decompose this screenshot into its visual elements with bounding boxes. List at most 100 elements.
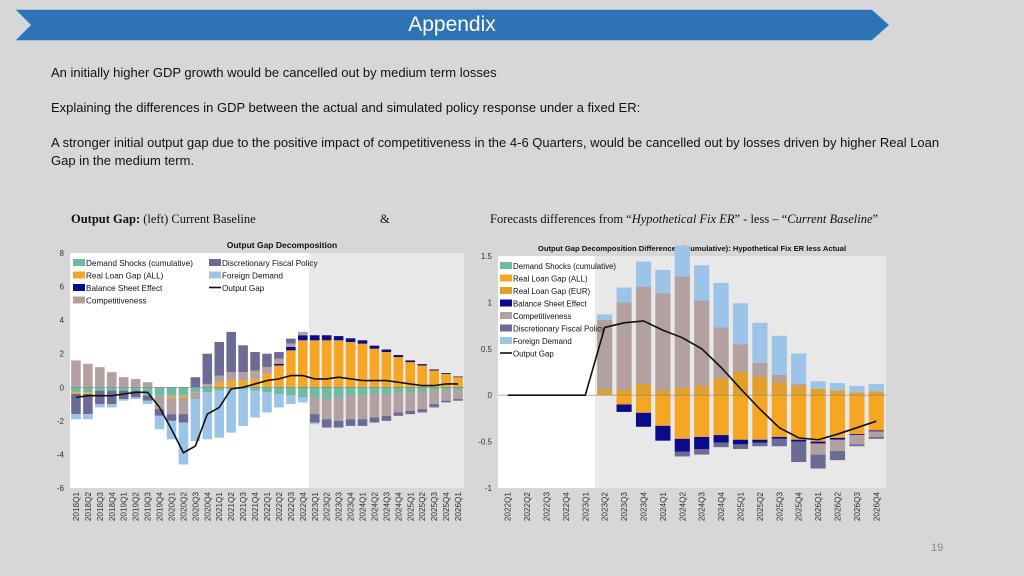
bar-segment <box>417 392 427 410</box>
caption-end: ” <box>872 212 879 226</box>
bar-segment <box>345 338 356 342</box>
bar-segment <box>286 338 296 344</box>
bar-segment <box>238 387 248 389</box>
bar-segment <box>771 395 787 437</box>
x-tick-label: 2025Q3 <box>430 492 439 522</box>
bar-segment <box>441 387 451 391</box>
x-tick-label: 2018Q4 <box>108 492 117 522</box>
x-tick-label: 2024Q2 <box>678 492 687 522</box>
y-tick-label: 8 <box>60 249 65 258</box>
bar-segment <box>713 435 729 443</box>
bar-segment <box>453 387 463 391</box>
bar-segment <box>381 387 392 394</box>
bar-segment <box>107 404 117 408</box>
bar-segment <box>694 265 710 301</box>
bar-segment <box>286 350 296 388</box>
bar-segment <box>166 414 177 421</box>
y-tick-label: 2 <box>60 350 65 359</box>
bar-segment <box>369 345 380 349</box>
x-tick-label: 2020Q4 <box>203 492 212 522</box>
x-tick-label: 2020Q3 <box>191 492 200 522</box>
x-tick-label: 2018Q3 <box>96 492 105 522</box>
bar-segment <box>393 357 404 388</box>
x-tick-label: 2023Q2 <box>601 492 610 522</box>
bar-segment <box>868 384 884 392</box>
bar-segment <box>791 353 807 385</box>
bar-segment <box>71 387 81 393</box>
legend-label: Competitiveness <box>513 312 571 321</box>
x-tick-label: 2022Q1 <box>504 492 513 522</box>
legend-swatch <box>500 324 512 332</box>
x-tick-label: 2024Q4 <box>717 492 726 522</box>
bar-segment <box>429 370 439 388</box>
bar-segment <box>829 450 846 461</box>
bar-segment <box>441 390 451 401</box>
bar-segment <box>298 397 308 403</box>
legend-swatch <box>73 296 85 304</box>
x-tick-label: 2026Q2 <box>834 492 843 522</box>
x-tick-label: 2023Q1 <box>311 492 320 522</box>
bar-segment <box>262 367 272 374</box>
bar-segment <box>694 395 710 437</box>
bar-segment <box>694 449 710 455</box>
header-banner: Appendix <box>14 9 890 41</box>
bar-segment <box>453 377 463 388</box>
legend-swatch <box>209 271 221 279</box>
y-tick-label: -2 <box>57 417 65 426</box>
bar-segment <box>381 394 392 416</box>
bar-segment <box>393 392 404 413</box>
bar-segment <box>829 439 846 451</box>
bar-segment <box>771 436 787 439</box>
bar-segment <box>142 400 153 405</box>
x-tick-label: 2023Q1 <box>581 492 590 522</box>
bar-segment <box>655 390 671 396</box>
bar-segment <box>321 340 332 388</box>
bar-segment <box>166 397 177 415</box>
bar-segment <box>381 415 392 421</box>
x-tick-label: 2023Q3 <box>335 492 344 522</box>
bar-segment <box>83 414 93 420</box>
bar-segment <box>868 430 884 432</box>
bar-segment <box>238 372 248 381</box>
bar-segment <box>713 442 729 448</box>
bar-segment <box>393 387 404 393</box>
legend-swatch <box>500 287 512 294</box>
x-tick-label: 2023Q2 <box>323 492 332 522</box>
legend-label: Discretionary Fiscal Policy <box>513 325 605 334</box>
caption-italic-fixer: Hypothetical Fix ER <box>631 212 735 226</box>
x-tick-label: 2019Q2 <box>132 492 141 522</box>
bar-segment <box>357 387 368 396</box>
bar-segment <box>154 415 165 430</box>
bar-segment <box>381 349 392 353</box>
bar-segment <box>95 367 105 388</box>
bar-segment <box>771 335 787 375</box>
bar-segment <box>118 399 129 401</box>
bar-segment <box>214 382 225 388</box>
bar-segment <box>333 420 344 428</box>
bar-segment <box>226 372 236 381</box>
y-tick-label: -6 <box>57 484 65 493</box>
y-tick-label: -1 <box>485 484 493 493</box>
bar-segment <box>118 390 129 400</box>
bar-segment <box>635 395 652 413</box>
y-tick-label: -0.5 <box>478 438 492 447</box>
bar-segment <box>345 419 356 426</box>
bar-segment <box>262 353 272 368</box>
bar-segment <box>791 439 807 442</box>
bar-segment <box>130 378 141 388</box>
legend-swatch <box>73 284 85 291</box>
y-tick-label: 0.5 <box>481 345 493 354</box>
x-tick-label: 2024Q4 <box>394 492 403 522</box>
bar-segment <box>202 353 213 384</box>
bar-segment <box>752 439 768 443</box>
bar-segment <box>166 387 177 396</box>
bar-segment <box>274 387 284 394</box>
bar-segment <box>250 390 260 418</box>
bar-segment <box>214 387 225 391</box>
bar-segment <box>107 372 117 388</box>
bar-segment <box>453 390 463 400</box>
chart-title: Output Gap Decomposition <box>227 240 338 250</box>
bar-segment <box>635 261 652 287</box>
left-chart-caption: Output Gap: (left) Current Baseline <box>71 212 256 227</box>
bar-segment <box>810 388 826 396</box>
